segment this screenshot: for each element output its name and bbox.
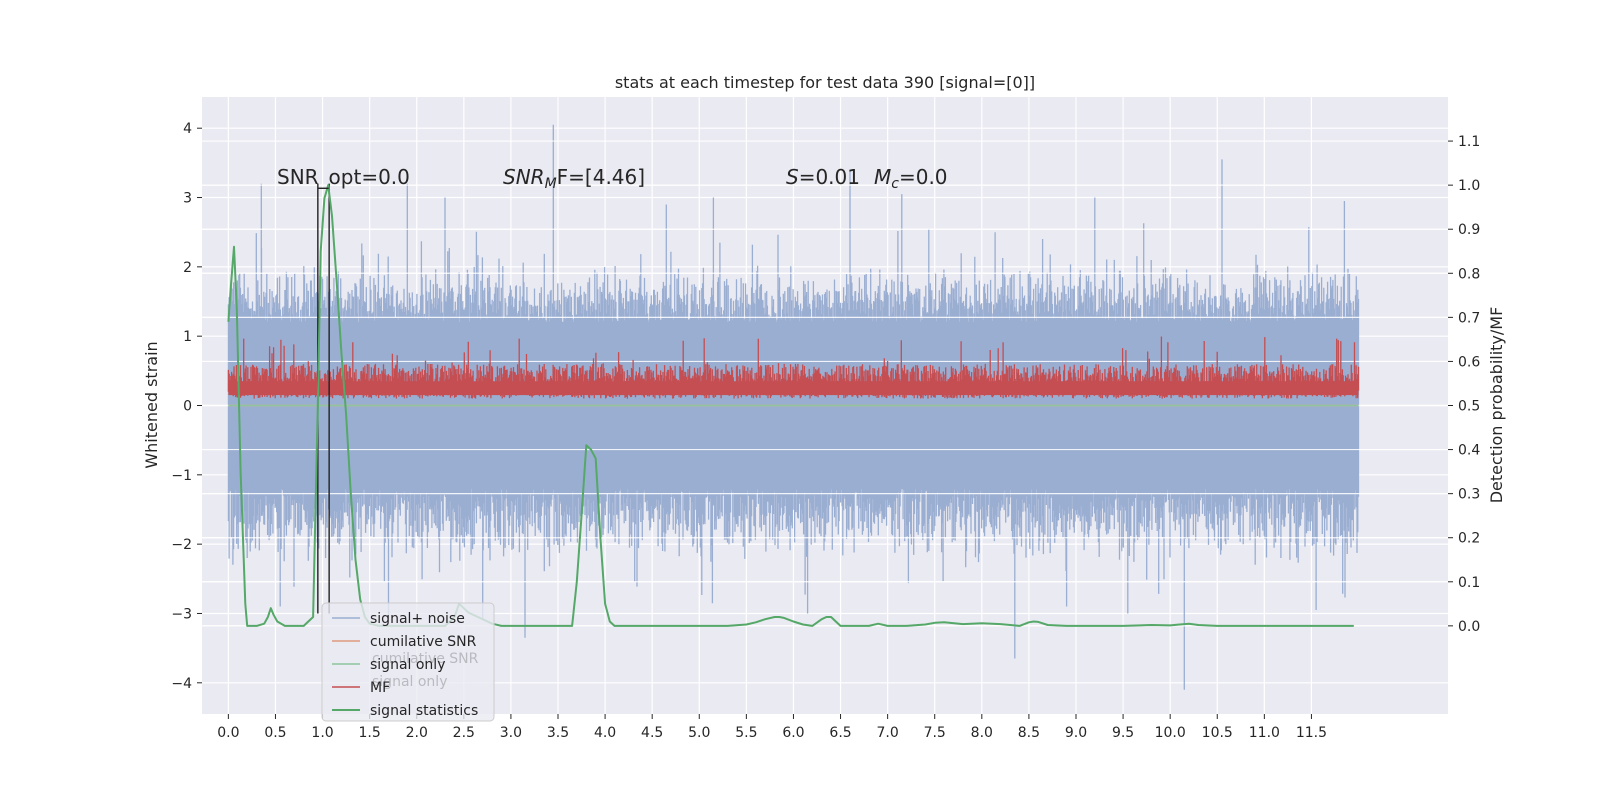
y-tick-label: −3: [171, 606, 192, 622]
x-tick-label: 7.0: [876, 725, 898, 741]
x-tick-label: 10.5: [1202, 725, 1233, 741]
x-tick-label: 11.5: [1296, 725, 1327, 741]
y2-tick-label: 0.5: [1458, 399, 1480, 415]
y2-tick-label: 0.4: [1458, 443, 1480, 459]
y2-tick-label: 0.0: [1458, 619, 1480, 635]
y2-tick-label: 0.6: [1458, 354, 1480, 370]
y2-tick-label: 0.3: [1458, 487, 1480, 503]
annotation-group: SNR_opt=0.0 SNRMF=[4.46] S=0.01 Mc=0.0: [277, 165, 948, 192]
x-tick-label: 10.0: [1155, 725, 1186, 741]
x-tick-label: 1.5: [359, 725, 381, 741]
x-tick-label: 8.5: [1018, 725, 1040, 741]
x-tick-label: 6.0: [782, 725, 804, 741]
y-axis-label-left: Whitened strain: [142, 341, 161, 468]
legend-box: [321, 602, 495, 722]
x-tick-label: 2.5: [453, 725, 475, 741]
annotation-snr-mf: SNRMF=[4.46]: [503, 165, 645, 192]
series-signal-statistics: [227, 184, 1354, 627]
x-tick-label: 4.5: [641, 725, 663, 741]
legend-entry-label: cumilative SNR: [370, 634, 477, 650]
annotation-s-symbol: S: [786, 165, 799, 189]
x-tick-label: 3.0: [500, 725, 522, 741]
y-axis-right: 0.0 0.1 0.2 0.3 0.4 0.5 0.6 0.7 0.8 0.9 1.0 1.1: [1448, 134, 1480, 635]
y-axis-label-right: Detection probability/MF: [1487, 307, 1506, 504]
legend-entry-label: MF: [370, 680, 390, 696]
y2-tick-label: 1.0: [1458, 178, 1480, 194]
data-layer: [202, 124, 1448, 690]
y-tick-label: 2: [183, 260, 192, 276]
y-axis-left: −4 −3 −2 −1 0 1 2 3 4: [171, 121, 202, 692]
x-tick-label: 5.5: [735, 725, 757, 741]
legend-ghost-label: signal only: [372, 674, 447, 690]
x-tick-label: 7.5: [924, 725, 946, 741]
y-tick-label: 3: [183, 191, 192, 207]
x-tick-label: 2.0: [406, 725, 428, 741]
y-tick-label: −1: [171, 468, 192, 484]
y2-tick-label: 1.1: [1458, 134, 1480, 150]
x-tick-label: 8.0: [971, 725, 993, 741]
annotation-mc-sub: c: [891, 176, 899, 192]
x-tick-label: 0.0: [217, 725, 239, 741]
y-tick-label: 0: [183, 399, 192, 415]
annotation-snr-opt: SNR_opt=0.0: [277, 165, 410, 189]
y-tick-label: 4: [183, 121, 192, 137]
legend-entry-label: signal only: [370, 657, 445, 673]
x-tick-label: 1.0: [311, 725, 333, 741]
y-tick-label: −2: [171, 537, 192, 553]
legend-entry-label: signal statistics: [370, 703, 478, 719]
x-axis: 0.0 0.5 1.0 1.5 2.0 2.5 3.0 3.5 4.0 4.5 5.0 5.5 6.0 6…: [217, 714, 1327, 741]
y2-tick-label: 0.1: [1458, 575, 1480, 591]
x-tick-label: 11.0: [1249, 725, 1280, 741]
y2-tick-label: 0.8: [1458, 266, 1480, 282]
annotation-snr-mf-sub: M: [545, 176, 557, 192]
x-tick-label: 9.0: [1065, 725, 1087, 741]
y-tick-label: −4: [171, 676, 192, 692]
annotation-mc-symbol: M: [874, 165, 891, 189]
series-mf: [227, 336, 1360, 399]
annotation-s-mc: S=0.01 Mc=0.0: [786, 165, 948, 192]
chart-title: stats at each timestep for test data 390…: [615, 73, 1035, 92]
y2-tick-label: 0.7: [1458, 310, 1480, 326]
annotation-s-value: =0.01: [799, 165, 860, 189]
x-tick-label: 0.5: [264, 725, 286, 741]
legend-ghost-label: cumilative SNR: [372, 651, 479, 667]
annotation-snr-mf-rest: F=[4.46]: [557, 165, 645, 189]
legend-entry-label: signal+ noise: [370, 611, 465, 627]
annotation-snr-mf-main: SNR: [503, 165, 545, 189]
y-tick-label: 1: [183, 329, 192, 345]
x-tick-label: 5.0: [688, 725, 710, 741]
y2-tick-label: 0.9: [1458, 222, 1480, 238]
x-tick-label: 3.5: [547, 725, 569, 741]
annotation-mc-value: =0.0: [899, 165, 948, 189]
x-tick-label: 9.5: [1112, 725, 1134, 741]
x-tick-label: 4.0: [594, 725, 616, 741]
y2-tick-label: 0.2: [1458, 531, 1480, 547]
x-tick-label: 6.5: [829, 725, 851, 741]
